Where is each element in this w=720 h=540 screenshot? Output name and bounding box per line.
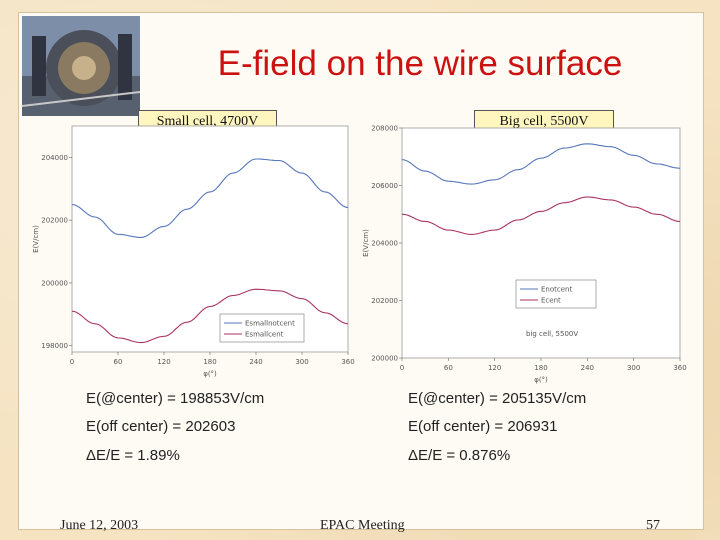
plot-area [71, 125, 349, 353]
y-tick-label: 204000 [371, 240, 398, 248]
x-tick-label: 60 [444, 364, 453, 372]
legend-entry: Esmallcent [245, 331, 284, 339]
y-tick-label: 200000 [41, 279, 68, 287]
chart-small-cell: 0 60 120 180 240 300 360 198000 200000 202000 2040… [32, 125, 355, 378]
x-tick-label: 60 [114, 358, 123, 366]
plot-area [401, 127, 681, 359]
legend-box [219, 313, 305, 343]
y-tick-label: 206000 [371, 182, 398, 190]
y-tick-label: 198000 [41, 342, 68, 350]
footer-event: EPAC Meeting [320, 518, 405, 533]
stat-big-center: E(@center) = 205135V/cm [408, 390, 587, 407]
series-line-ecent [401, 196, 681, 235]
x-tick-label: 300 [627, 364, 640, 372]
y-tick-label: 202000 [371, 297, 398, 305]
stat-big-off-center: E(off center) = 206931 [408, 418, 558, 435]
legend-box [515, 279, 597, 309]
legend-entry: Ecent [541, 297, 561, 305]
x-axis-label: φ(°) [534, 376, 548, 384]
y-axis-label: E(V/cm) [32, 225, 40, 253]
chart-legend: Esmallnotcent Esmallcent [219, 313, 305, 343]
x-tick-label: 240 [249, 358, 262, 366]
x-tick-label: 0 [400, 364, 404, 372]
stat-big-delta: ΔE/E = 0.876% [408, 447, 511, 464]
x-tick-label: 300 [295, 358, 308, 366]
stat-small-off-center: E(off center) = 202603 [86, 418, 236, 435]
x-tick-label: 120 [157, 358, 170, 366]
y-axis-label: E(V/cm) [362, 229, 370, 257]
y-tick-label: 202000 [41, 217, 68, 225]
detector-photo [22, 16, 140, 116]
stat-small-delta: ΔE/E = 1.89% [86, 447, 180, 464]
x-tick-label: 0 [70, 358, 74, 366]
legend-entry: Esmallnotcent [245, 320, 295, 328]
series-line-enotcent [401, 143, 681, 185]
slide-title: E-field on the wire surface [217, 44, 623, 83]
x-tick-label: 360 [341, 358, 354, 366]
footer-page-number: 57 [646, 518, 660, 533]
y-tick-label: 204000 [41, 154, 68, 162]
y-tick-label: 208000 [371, 125, 398, 133]
x-tick-label: 240 [581, 364, 594, 372]
series-line-esmallcent [71, 288, 349, 344]
x-tick-label: 360 [673, 364, 686, 372]
chart-big-cell: 0 60 120 180 240 300 360 200000 202000 204000 2060… [362, 125, 687, 385]
series-line-esmallnotcent [71, 158, 349, 238]
legend-entry: Enotcent [541, 286, 572, 294]
x-tick-label: 180 [534, 364, 547, 372]
footer-date: June 12, 2003 [60, 518, 139, 533]
stat-small-center: E(@center) = 198853V/cm [86, 390, 265, 407]
chart-legend: Enotcent Ecent [515, 279, 597, 309]
x-tick-label: 120 [488, 364, 501, 372]
y-tick-label: 200000 [371, 355, 398, 363]
x-tick-label: 180 [203, 358, 216, 366]
x-axis-label: φ(°) [203, 370, 217, 378]
chart-annotation: big cell, 5500V [526, 330, 578, 338]
